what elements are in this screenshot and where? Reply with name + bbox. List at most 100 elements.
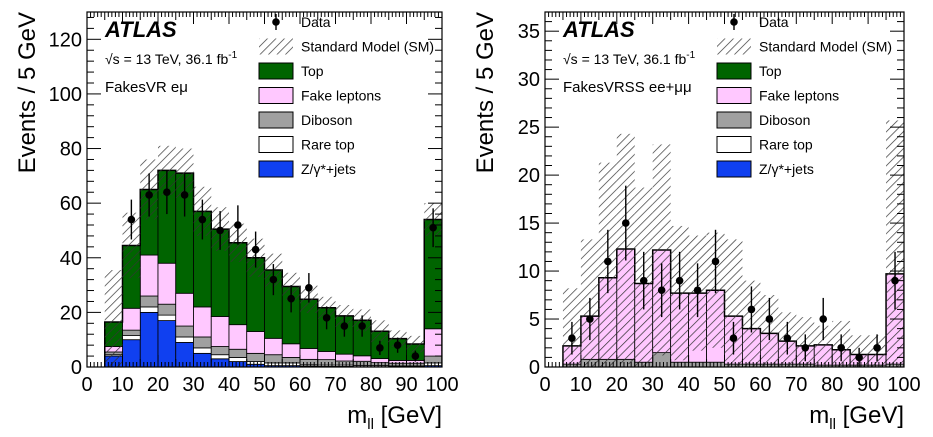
legend-swatch xyxy=(259,161,293,177)
lumi-superscript: -1 xyxy=(686,50,695,61)
energy-text: √s = 13 TeV, 36.1 fb xyxy=(563,51,686,67)
legend-sm-swatch xyxy=(717,39,751,55)
data-point xyxy=(358,322,366,330)
legend-label: Top xyxy=(301,63,324,79)
bar-rare-top xyxy=(229,357,247,361)
x-tick-label: 10 xyxy=(570,374,592,396)
bar-fake-leptons xyxy=(424,329,442,356)
data-point xyxy=(181,191,189,199)
bar-diboson xyxy=(407,363,425,366)
legend-data-marker xyxy=(272,18,280,26)
bar-fake-leptons xyxy=(336,354,354,361)
bar-fake-leptons xyxy=(247,332,265,354)
bar-rare-top xyxy=(211,355,229,359)
x-tick-label: 20 xyxy=(606,374,628,396)
bar-z-jets xyxy=(158,321,176,367)
legend-data-marker xyxy=(730,18,738,26)
bar-diboson xyxy=(389,363,407,366)
x-tick-label: 70 xyxy=(324,374,346,396)
bar-fake-leptons xyxy=(300,348,318,359)
bar-z-jets xyxy=(194,353,212,367)
legend-label: Fake leptons xyxy=(759,88,839,104)
bar-z-jets xyxy=(211,359,229,367)
y-axis-title: Events / 5 GeV xyxy=(14,12,41,173)
sm-uncertainty-band xyxy=(407,336,425,352)
x-tick-label: 50 xyxy=(253,374,275,396)
data-point xyxy=(640,277,648,285)
energy-text: √s = 13 TeV, 36.1 fb xyxy=(105,51,228,67)
bar-diboson xyxy=(158,304,176,315)
bar-diboson xyxy=(194,337,212,348)
x-tick-label: 50 xyxy=(713,374,735,396)
bar-rare-top xyxy=(265,363,283,366)
legend-swatch xyxy=(717,63,751,79)
x-axis-title-main: m xyxy=(347,402,367,429)
bar-diboson xyxy=(265,355,283,363)
x-tick-label: 90 xyxy=(395,374,417,396)
y-tick-label: 60 xyxy=(60,193,82,215)
y-tick-label: 20 xyxy=(60,302,82,324)
data-point xyxy=(730,334,738,342)
plot-area xyxy=(563,120,904,367)
bar-rare-top xyxy=(123,336,141,340)
data-point xyxy=(712,258,720,266)
x-axis-title: mll [GeV] xyxy=(809,402,904,432)
data-point xyxy=(341,322,349,330)
bar-diboson xyxy=(211,347,229,355)
data-point xyxy=(694,286,702,294)
data-point xyxy=(658,286,666,294)
sm-uncertainty-band xyxy=(653,144,671,355)
data-point xyxy=(270,276,278,284)
legend-swatch xyxy=(259,137,293,153)
bar-diboson xyxy=(707,362,725,367)
legend-swatch xyxy=(717,88,751,104)
region-label: FakesVRSS ee+μμ xyxy=(563,79,692,96)
x-axis-title-unit: [GeV] xyxy=(836,402,904,429)
energy-label: √s = 13 TeV, 36.1 fb-1 xyxy=(105,50,238,67)
x-tick-label: 30 xyxy=(182,374,204,396)
data-point xyxy=(199,216,207,224)
legend-swatch xyxy=(259,63,293,79)
bar-rare-top xyxy=(176,337,194,342)
data-point xyxy=(163,188,171,196)
bar-diboson xyxy=(282,357,300,362)
data-point xyxy=(394,341,402,349)
bar-diboson xyxy=(247,353,265,361)
x-tick-label: 40 xyxy=(218,374,240,396)
data-point xyxy=(234,221,242,229)
y-tick-label: 25 xyxy=(518,117,540,139)
bar-fake-leptons xyxy=(318,351,336,359)
x-axis-title-unit: [GeV] xyxy=(374,402,442,429)
bar-z-jets xyxy=(140,312,158,367)
x-tick-label: 60 xyxy=(289,374,311,396)
x-tick-label: 80 xyxy=(360,374,382,396)
region-label: FakesVR eμ xyxy=(105,79,188,96)
data-point xyxy=(287,295,295,303)
legend-swatch xyxy=(717,137,751,153)
energy-label: √s = 13 TeV, 36.1 fb-1 xyxy=(563,50,696,67)
y-tick-label: 10 xyxy=(518,261,540,283)
bar-fake-leptons xyxy=(176,293,194,326)
bar-diboson xyxy=(318,360,336,365)
bar-z-jets xyxy=(229,362,247,367)
bar-diboson xyxy=(176,326,194,337)
legend-label: Standard Model (SM) xyxy=(301,39,434,55)
bar-fake-leptons xyxy=(123,308,141,330)
bar-rare-top xyxy=(247,362,265,365)
bar-diboson xyxy=(336,361,354,365)
y-axis-title: Events / 5 GeV xyxy=(472,12,499,173)
sm-uncertainty-band xyxy=(105,270,123,367)
bar-fake-leptons xyxy=(353,356,371,361)
x-tick-label: 0 xyxy=(81,374,92,396)
data-point xyxy=(128,216,136,224)
y-tick-label: 100 xyxy=(49,84,82,106)
data-point xyxy=(376,344,384,352)
legend-sm-swatch xyxy=(259,39,293,55)
data-point xyxy=(586,315,594,323)
bar-diboson xyxy=(671,362,689,367)
data-point xyxy=(305,284,313,292)
legend-swatch xyxy=(717,112,751,128)
data-point xyxy=(837,344,845,352)
